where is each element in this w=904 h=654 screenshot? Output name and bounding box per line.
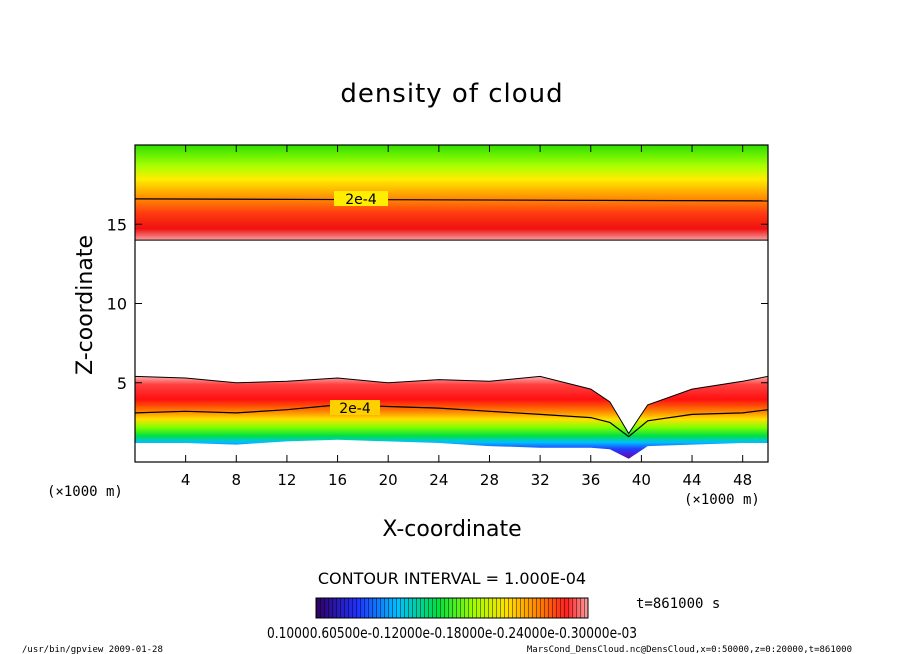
x-tick-label-3: 16 [328,471,347,489]
x-tick-label-9: 40 [632,471,651,489]
x-tick-label-2: 12 [277,471,296,489]
chart-title: density of cloud [340,79,563,109]
contour-label-bg-upper [334,191,388,206]
x-tick-label-0: 4 [181,471,191,489]
x-unit-label: (×1000 m) [684,492,760,508]
colorbar-frame [315,597,589,619]
x-axis-label: X-coordinate [382,517,521,542]
contour-label-upper: 2e-4 [345,192,377,208]
footer-right: MarsCond_DensCloud.nc@DensCloud,x=0:5000… [527,645,852,654]
x-tick-label-5: 24 [429,471,448,489]
contour-label-lower: 2e-4 [339,401,371,417]
lower-contour-line [135,404,768,438]
time-label: t=861000 s [636,596,720,612]
footer-left: /usr/bin/gpview 2009-01-28 [22,645,163,654]
upper-contour-line [135,198,768,202]
upper-cloud-layer [135,145,768,241]
colorbar-labels: 0.10000.60500e-0.12000e-0.18000e-0.24000… [267,624,637,642]
contour-interval-text: CONTOUR INTERVAL = 1.000E-04 [318,569,586,588]
x-tick-label-10: 44 [682,471,701,489]
y-tick-label-1: 10 [107,295,127,314]
x-tick-label-4: 20 [379,471,398,489]
x-tick-label-6: 28 [480,471,499,489]
x-tick-label-7: 32 [531,471,550,489]
lower-cloud-layer [135,376,768,459]
lower-layer-top-contour [135,375,768,435]
x-axis-ticks: 4 8 12 16 20 24 28 32 36 40 44 48 [181,145,752,489]
y-tick-label-0: 5 [117,374,127,393]
z-unit-label: (×1000 m) [47,484,123,500]
contour-label-bg-lower [330,400,380,415]
x-tick-label-11: 48 [733,471,752,489]
x-tick-label-8: 36 [581,471,600,489]
y-tick-label-2: 15 [107,215,127,234]
y-axis-label: Z-coordinate [73,235,98,375]
x-tick-label-1: 8 [232,471,242,489]
y-axis-ticks: 5 10 15 [107,215,768,393]
colorbar-levels [316,598,588,618]
